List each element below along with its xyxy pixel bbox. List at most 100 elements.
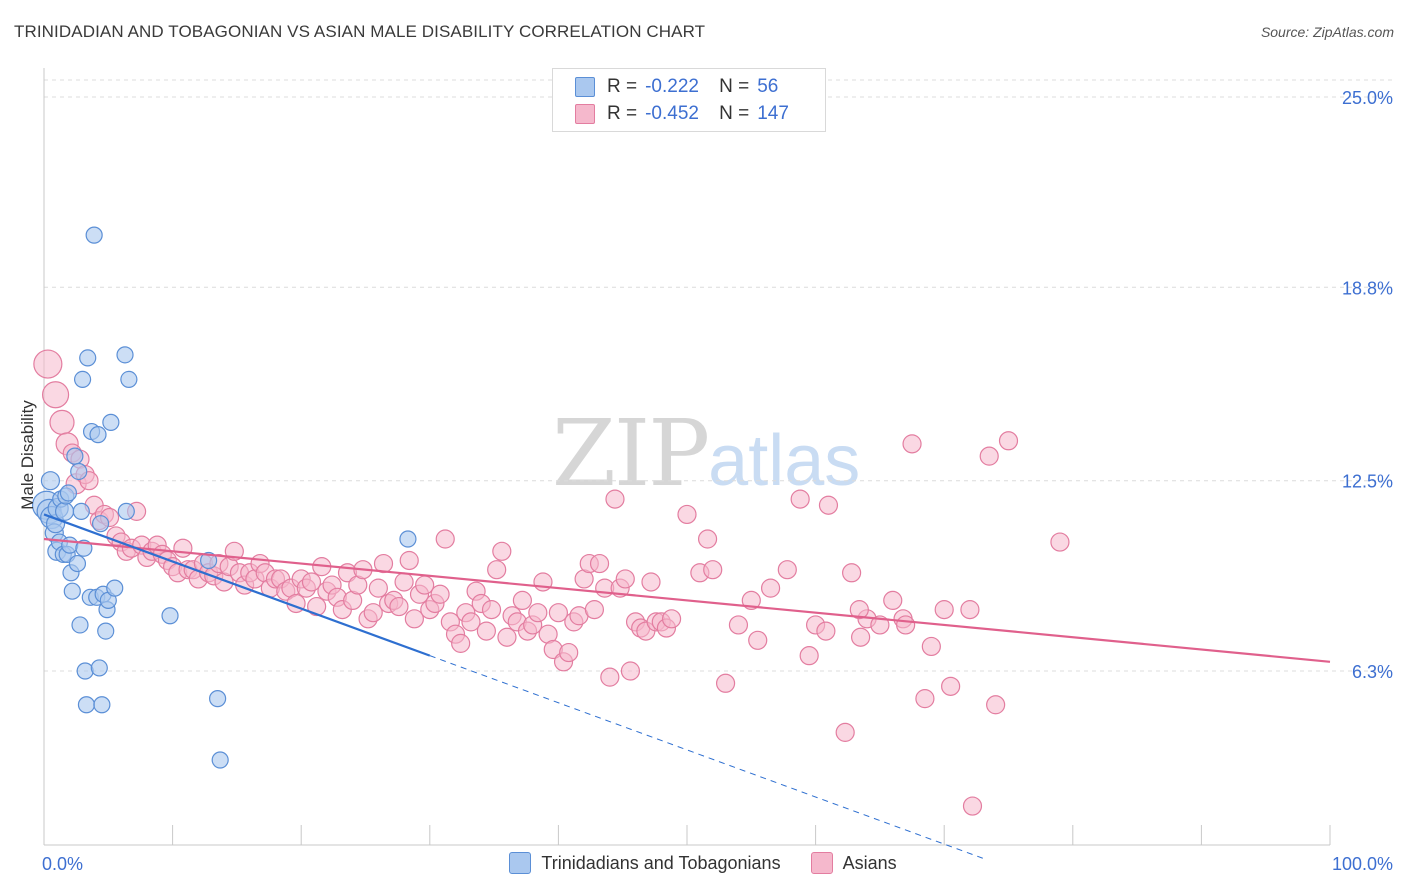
correlation-legend: R = -0.222 N = 56 R = -0.452 N = 147 — [552, 68, 826, 132]
asians-point — [921, 636, 941, 657]
asians-point — [902, 434, 922, 454]
trinidadians-point — [71, 616, 89, 634]
legend-r-label: R = — [607, 76, 638, 97]
asians-point — [986, 695, 1006, 715]
asians-point — [998, 431, 1019, 451]
trinidadians-point — [91, 515, 110, 533]
trinidadians-point — [63, 582, 81, 600]
asians-point — [849, 600, 869, 620]
x-tick-label: 100.0% — [1332, 854, 1393, 874]
asians-point — [373, 553, 394, 574]
asians-point — [33, 349, 63, 379]
legend-n-label: N = — [719, 103, 750, 124]
asians-trend-line — [43, 537, 1331, 663]
asians-point — [389, 596, 409, 617]
trinidadians-point — [70, 462, 88, 481]
legend-swatch-pink — [810, 852, 833, 874]
trinidadians-trend-extension — [429, 655, 983, 859]
asians-point — [605, 489, 625, 509]
asians-point — [934, 600, 954, 620]
tick-labels: 6.3% 12.5% 18.8% 25.0% 0.0% 100.0% — [42, 88, 1393, 874]
asians-point — [979, 446, 999, 466]
trinidadians-point — [54, 501, 75, 521]
asians-point — [777, 560, 797, 580]
asians-point — [307, 596, 327, 617]
legend-swatch-pink — [575, 104, 595, 124]
trinidadians-point — [116, 346, 134, 364]
asians-point — [851, 627, 871, 647]
asians-point — [399, 550, 419, 571]
trinidadians-point — [399, 530, 417, 548]
legend-label-trinidadians: Trinidadians and Tobagonians — [541, 852, 781, 873]
trinidadians-point — [120, 370, 138, 388]
asians-point — [404, 609, 424, 629]
trinidadians-point — [79, 349, 97, 367]
asians-point — [548, 603, 569, 623]
watermark-atlas: atlas — [708, 421, 861, 501]
trinidadians-point — [85, 226, 103, 244]
asians-point — [661, 609, 682, 629]
legend-row-trinidadians: R = -0.222 N = 56 — [575, 74, 778, 100]
asians-point — [451, 633, 471, 653]
asians-point — [49, 409, 75, 435]
trinidadians-point — [77, 696, 96, 714]
watermark: ZIPatlas — [552, 400, 860, 507]
trinidadians-point — [72, 502, 90, 520]
asians-point — [481, 600, 502, 620]
asians-point — [1050, 532, 1070, 552]
trinidadians-point — [209, 690, 227, 708]
trinidadians-point — [40, 471, 61, 491]
asians-point — [173, 538, 193, 558]
asians-point — [677, 504, 697, 525]
asians-point — [461, 612, 481, 632]
trinidadians-point — [102, 413, 120, 431]
asians-point — [883, 590, 903, 611]
trinidadians-point — [90, 659, 108, 677]
trinidadians-point — [66, 447, 84, 465]
asians-point — [962, 796, 983, 816]
asians-point — [435, 529, 455, 549]
asians-point — [941, 676, 961, 696]
legend-item-asians: Asians — [810, 852, 897, 874]
trend-lines — [43, 513, 1331, 859]
trinidadians-point — [61, 536, 79, 554]
asians-point — [476, 621, 496, 641]
trinidadians-point — [59, 484, 78, 502]
trinidadians-point — [76, 662, 94, 680]
trinidadians-point — [117, 502, 135, 520]
asians-point — [703, 560, 723, 580]
legend-r-value: -0.452 — [645, 103, 699, 124]
asians-point — [620, 661, 641, 681]
trinidadians-trend-line — [43, 513, 431, 657]
asians-point — [41, 381, 70, 409]
asians-point — [363, 603, 383, 623]
legend-label-asians: Asians — [842, 852, 897, 873]
source-credit: Source: ZipAtlas.com — [1260, 24, 1394, 40]
chart-title: TRINIDADIAN AND TOBAGONIAN VS ASIAN MALE… — [14, 22, 706, 41]
axes — [43, 68, 1331, 846]
watermark-zip: ZIP — [552, 400, 710, 507]
asians-point — [896, 615, 916, 635]
asians-point — [790, 489, 810, 509]
asians-point — [430, 584, 450, 604]
trinidadians-point — [161, 607, 179, 625]
asians-point — [818, 495, 839, 515]
y-tick-label: 18.8% — [1342, 278, 1393, 298]
asians-points — [33, 349, 1070, 816]
trinidadians-point — [106, 579, 124, 597]
asians-point — [870, 615, 890, 635]
asians-point — [528, 603, 548, 623]
asians-point — [641, 572, 661, 592]
asians-point — [584, 600, 605, 620]
legend-swatch-blue — [575, 77, 595, 97]
asians-point — [915, 689, 935, 709]
asians-point — [715, 673, 736, 693]
asians-point — [368, 578, 388, 598]
y-tick-label: 25.0% — [1342, 88, 1393, 108]
legend-r-value: -0.222 — [645, 76, 699, 97]
asians-point — [960, 600, 980, 620]
legend-swatch-blue — [509, 852, 532, 874]
legend-n-value: 56 — [757, 76, 779, 97]
asians-point — [748, 630, 768, 650]
